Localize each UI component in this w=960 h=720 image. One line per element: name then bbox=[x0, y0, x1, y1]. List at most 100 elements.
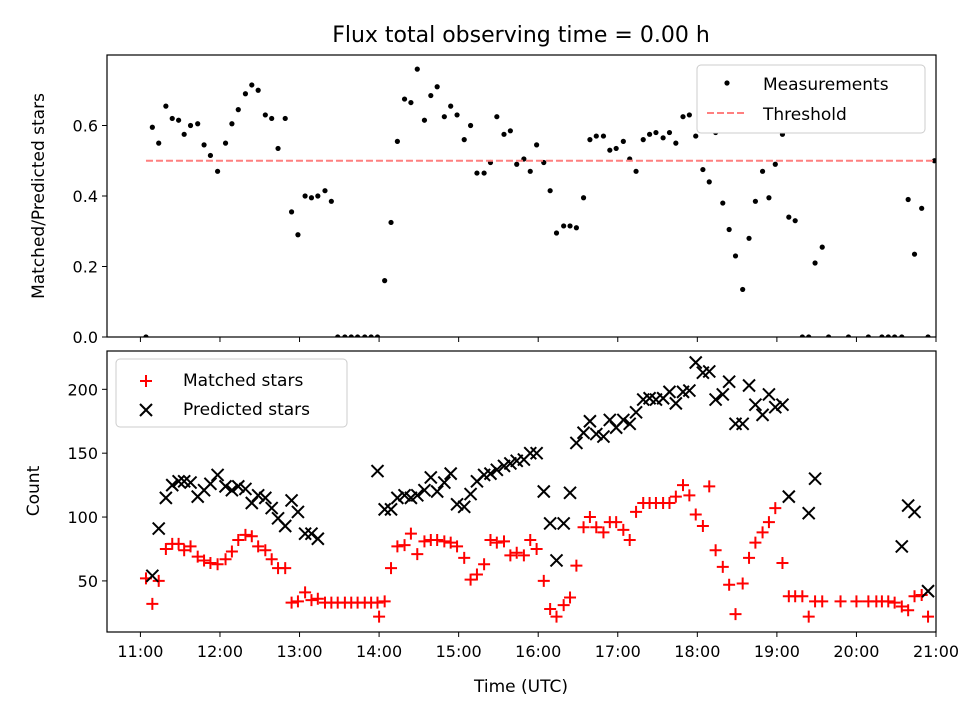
lower-matched-stars-point bbox=[630, 505, 643, 518]
upper-measurements-point bbox=[388, 219, 394, 226]
upper-measurements-point bbox=[653, 129, 659, 136]
lower-matched-stars-point bbox=[908, 590, 921, 603]
lower-matched-stars-point bbox=[703, 480, 716, 493]
lower-matched-stars-point bbox=[564, 591, 577, 604]
upper-measurements-point bbox=[249, 82, 255, 88]
upper-measurements-point bbox=[514, 161, 520, 167]
upper-measurements-point bbox=[195, 121, 201, 127]
lower-matched-stars-point bbox=[610, 516, 623, 529]
lower-predicted-stars-point bbox=[171, 474, 186, 488]
upper-measurements-point bbox=[732, 253, 739, 259]
upper-measurements-point bbox=[607, 147, 613, 153]
lower-matched-stars-point bbox=[404, 527, 417, 540]
upper-measurements-point bbox=[414, 66, 420, 72]
lower-matched-stars-point bbox=[219, 553, 232, 566]
upper-measurements-point bbox=[799, 334, 805, 337]
upper-measurements-point bbox=[620, 138, 626, 144]
lower-matched-stars-point bbox=[291, 595, 304, 608]
upper-measurements-point bbox=[255, 87, 261, 93]
lower-matched-stars-point bbox=[451, 540, 464, 553]
upper-measurements-point bbox=[919, 205, 925, 211]
lower-predicted-stars-point bbox=[291, 505, 305, 519]
upper-measurements-point bbox=[448, 103, 454, 109]
upper-measurements-point bbox=[812, 260, 818, 266]
lower-x-tick-label: 16:00 bbox=[515, 642, 561, 661]
lower-predicted-stars-point bbox=[616, 413, 631, 427]
lower-predicted-stars-point bbox=[622, 417, 637, 431]
lower-matched-stars-point bbox=[146, 597, 159, 610]
lower-matched-stars-point bbox=[716, 560, 729, 573]
lower-predicted-stars-point bbox=[722, 374, 736, 389]
lower-matched-stars-point bbox=[225, 545, 238, 558]
lower-matched-stars-point bbox=[570, 559, 583, 572]
lower-matched-stars-point bbox=[623, 534, 636, 547]
lower-predicted-stars-point bbox=[762, 387, 776, 402]
matched-stars-legend-marker bbox=[140, 375, 152, 387]
upper-measurements-point bbox=[269, 115, 275, 122]
upper-measurements-point bbox=[892, 334, 898, 337]
upper-measurements-point bbox=[759, 168, 766, 174]
upper-measurements-point bbox=[362, 334, 368, 337]
upper-measurements-point bbox=[633, 168, 639, 174]
upper-measurements-point bbox=[428, 92, 434, 99]
lower-matched-stars-point bbox=[888, 596, 901, 609]
lower-matched-stars-point bbox=[669, 490, 682, 503]
lower-matched-stars-point bbox=[776, 557, 789, 570]
upper-measurements-point bbox=[214, 168, 221, 174]
lower-matched-stars-point bbox=[850, 595, 863, 608]
upper-measurements-point bbox=[905, 196, 911, 203]
upper-measurements-point bbox=[660, 135, 666, 141]
lower-predicted-stars-point bbox=[165, 478, 179, 492]
lower-predicted-stars-point bbox=[895, 539, 909, 554]
lower-matched-stars-point bbox=[385, 562, 398, 575]
lower-predicted-stars-point bbox=[483, 466, 498, 481]
lower-matched-stars-point bbox=[683, 489, 696, 502]
upper-measurements-point bbox=[766, 195, 772, 201]
lower-predicted-stars-point bbox=[775, 397, 790, 412]
upper-measurements-point bbox=[686, 112, 692, 118]
figure-title: Flux total observing time = 0.00 h bbox=[332, 23, 710, 48]
upper-y-tick-label: 0.4 bbox=[73, 187, 98, 206]
lower-matched-stars-point bbox=[583, 511, 596, 524]
upper-measurements-point bbox=[786, 214, 792, 220]
upper-measurements-point bbox=[680, 114, 686, 120]
lower-predicted-stars-point bbox=[556, 516, 571, 531]
lower-x-tick-label: 15:00 bbox=[436, 642, 482, 661]
lower-predicted-stars-point bbox=[384, 502, 398, 517]
lower-predicted-stars-point bbox=[589, 427, 603, 441]
lower-matched-stars-point bbox=[464, 573, 477, 586]
lower-predicted-stars-point bbox=[210, 468, 225, 482]
upper-measurements-point bbox=[792, 218, 798, 224]
upper-measurements-point bbox=[242, 91, 249, 97]
lower-predicted-stars-point bbox=[152, 521, 166, 536]
lower-matched-stars-point bbox=[756, 526, 769, 539]
lower-predicted-stars-point bbox=[768, 400, 782, 414]
upper-measurements-point bbox=[507, 128, 513, 134]
threshold-legend-label: Threshold bbox=[762, 105, 847, 125]
upper-measurements-point bbox=[169, 115, 175, 122]
lower-x-tick-label: 14:00 bbox=[356, 642, 402, 661]
lower-matched-stars-point bbox=[510, 546, 523, 559]
lower-frame bbox=[106, 350, 937, 633]
lower-predicted-stars-point bbox=[370, 464, 385, 478]
lower-x-tick-label: 12:00 bbox=[197, 642, 243, 661]
upper-plot-area bbox=[143, 66, 936, 337]
lower-matched-stars-point bbox=[590, 521, 603, 534]
upper-measurements-point bbox=[315, 193, 321, 199]
lower-predicted-stars-point bbox=[735, 417, 750, 431]
lower-predicted-stars-point bbox=[203, 477, 218, 491]
lower-matched-stars-point bbox=[736, 577, 749, 590]
lower-matched-stars-point bbox=[371, 596, 384, 609]
upper-measurements-point bbox=[295, 232, 301, 238]
lower-predicted-stars-point bbox=[490, 463, 504, 477]
upper-measurements-point bbox=[394, 138, 400, 144]
upper-measurements-point bbox=[640, 137, 646, 143]
upper-measurements-point bbox=[201, 142, 207, 148]
lower-matched-stars-point bbox=[265, 553, 278, 566]
lower-matched-stars-point bbox=[172, 537, 185, 550]
upper-measurements-point bbox=[282, 115, 288, 122]
upper-measurements-point bbox=[382, 278, 388, 284]
lower-matched-stars-point bbox=[444, 536, 457, 549]
lower-matched-stars-point bbox=[517, 549, 530, 562]
